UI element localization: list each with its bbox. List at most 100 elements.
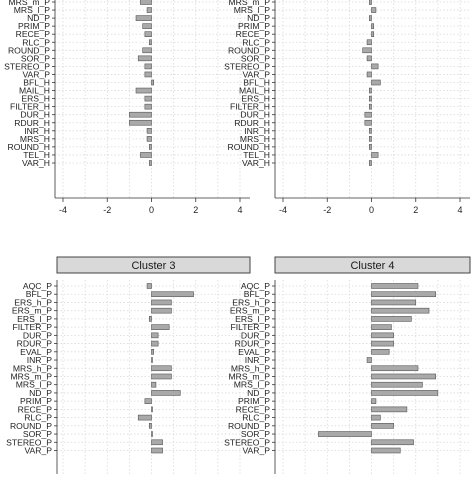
- bar: [148, 160, 152, 166]
- category-label: INR_P: [245, 355, 271, 365]
- category-label: INR_H: [24, 126, 50, 136]
- bar: [129, 111, 152, 118]
- category-label: PRIM_P: [18, 21, 50, 31]
- category-label: STEREO_P: [4, 61, 50, 71]
- bar: [135, 87, 152, 94]
- bar: [142, 47, 152, 54]
- facet-strip: [56, 256, 251, 274]
- category-label: MAIL_H: [239, 86, 270, 96]
- category-label: ROUND_P: [228, 45, 270, 55]
- category-label: INR_P: [27, 355, 53, 365]
- x-tick-label: 0: [369, 205, 374, 215]
- bar: [148, 423, 152, 429]
- category-label: STEREO_P: [6, 437, 52, 447]
- bar: [140, 0, 152, 5]
- category-label: MRS_h_P: [231, 363, 270, 373]
- bar: [368, 128, 372, 134]
- bar: [140, 152, 152, 158]
- category-label: ND_P: [27, 13, 50, 23]
- x-tick-label: 4: [237, 205, 242, 215]
- category-label: TEL_H: [23, 150, 50, 160]
- category-label: SOR_P: [21, 53, 50, 63]
- category-label: VAR_H: [242, 158, 270, 168]
- bar: [368, 144, 372, 150]
- category-label: FILTER_H: [10, 102, 50, 112]
- category-label: MRS_l_P: [234, 5, 271, 15]
- bar: [371, 79, 381, 86]
- category-label: AQC_P: [241, 281, 270, 291]
- bar: [142, 23, 152, 29]
- category-label: RLC_P: [22, 37, 50, 47]
- category-label: ERS_l_P: [17, 314, 52, 324]
- category-label: MRS_m_P: [228, 371, 270, 381]
- bar: [371, 414, 381, 421]
- bar: [146, 283, 152, 289]
- bar: [368, 160, 372, 166]
- bar: [366, 39, 372, 46]
- bar: [366, 71, 372, 78]
- category-label: ND_P: [29, 388, 52, 398]
- x-tick-label: 0: [149, 205, 154, 215]
- category-label: PRIM_P: [238, 21, 270, 31]
- category-label: DUR_H: [20, 110, 50, 120]
- bar: [148, 316, 152, 322]
- bar: [371, 423, 394, 429]
- category-label: ND_P: [247, 13, 270, 23]
- bar: [151, 324, 170, 330]
- category-label: EVAL_P: [20, 347, 52, 357]
- bar: [371, 23, 375, 29]
- category-label: EVAL_P: [238, 347, 270, 357]
- category-label: BFL_P: [244, 289, 271, 299]
- category-label: MRS_m_P: [228, 0, 270, 7]
- bar: [368, 136, 372, 142]
- x-tick-label: 2: [193, 205, 198, 215]
- bar: [368, 87, 372, 94]
- category-label: FILTER_P: [13, 322, 53, 332]
- bar: [151, 431, 153, 437]
- x-tick-label: 4: [457, 205, 462, 215]
- category-label: ROUND_P: [10, 421, 52, 431]
- category-label: MRS_m_P: [8, 0, 50, 7]
- category-label: MRS_H: [240, 134, 270, 144]
- category-label: DUR_P: [241, 330, 270, 340]
- category-label: SOR_P: [241, 429, 270, 439]
- bar: [144, 71, 152, 78]
- bar: [364, 111, 372, 118]
- bar: [371, 332, 394, 339]
- x-tick-label: -2: [323, 205, 331, 215]
- bar: [137, 414, 152, 421]
- category-label: MRS_H: [20, 134, 50, 144]
- bar: [151, 365, 172, 372]
- category-label: PRIM_P: [238, 396, 270, 406]
- category-label: MRS_m_P: [10, 371, 52, 381]
- category-label: RDUR_H: [14, 118, 50, 128]
- category-label: BFL_H: [243, 78, 270, 88]
- bar: [144, 103, 152, 110]
- bar: [368, 0, 372, 5]
- category-label: STEREO_P: [224, 61, 270, 71]
- category-label: ERS_H: [21, 94, 50, 104]
- bar: [371, 299, 417, 306]
- category-label: ERS_m_P: [12, 306, 52, 316]
- category-label: RECE_P: [16, 29, 51, 39]
- category-label: VAR_P: [22, 69, 50, 79]
- category-label: SOR_P: [241, 53, 270, 63]
- category-label: ERS_m_P: [230, 306, 270, 316]
- category-label: RECE_P: [18, 404, 53, 414]
- category-label: VAR_P: [24, 446, 52, 456]
- bar: [146, 136, 152, 142]
- bar: [151, 348, 155, 355]
- bar: [144, 31, 152, 38]
- x-tick-label: -4: [59, 205, 67, 215]
- bar: [151, 79, 155, 86]
- bar: [366, 357, 372, 363]
- facet-title: Cluster 3: [131, 260, 175, 272]
- x-tick-label: -2: [103, 205, 111, 215]
- category-label: ROUND_H: [8, 142, 51, 152]
- category-label: VAR_P: [242, 69, 270, 79]
- bar: [144, 398, 152, 404]
- bar: [151, 381, 157, 388]
- x-tick-label: 2: [413, 205, 418, 215]
